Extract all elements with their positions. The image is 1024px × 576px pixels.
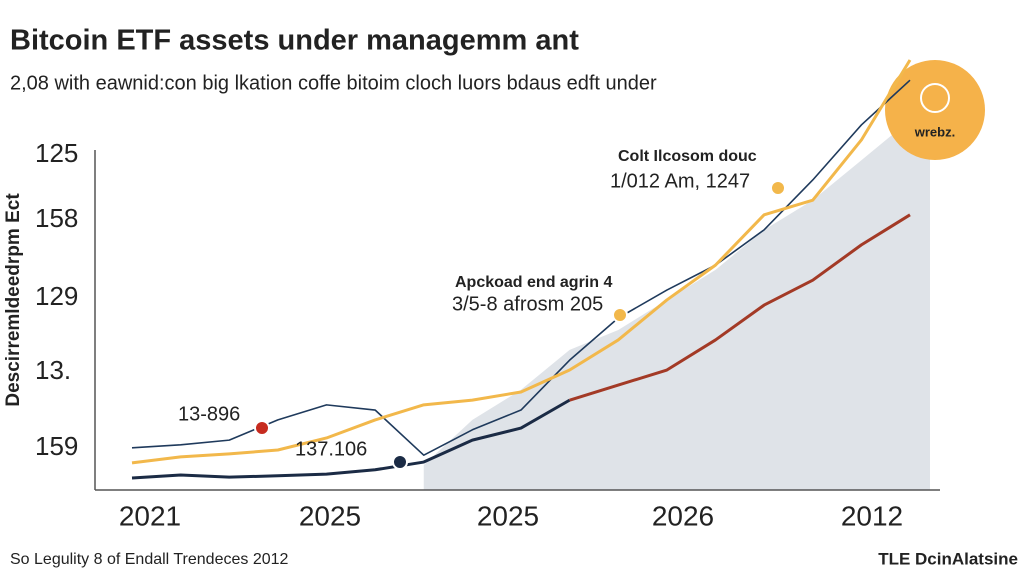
logo: TLE DcinAlatsine: [878, 549, 1018, 568]
source: So Legulity 8 of Endall Trendeces 2012: [10, 551, 289, 568]
annotation-title: 13-896: [178, 403, 240, 425]
y-tick-label: 125: [35, 138, 78, 168]
x-tick-label: 2026: [652, 500, 714, 531]
annotation-text: 3/5-8 afrosm 205: [452, 293, 603, 315]
area: [423, 120, 930, 490]
badge-circle: [885, 60, 985, 160]
annotation-text: 1/012 Am, 1247: [610, 170, 750, 192]
subtitle: 2,08 with eawnid:con big lkation coffe b…: [10, 72, 657, 94]
annotation-title: Apckoad end agrin 4: [455, 274, 612, 291]
series-line: [131, 398, 571, 480]
series-line: [131, 59, 912, 465]
annotation-title: Colt Ilcosom douc: [618, 148, 757, 165]
series-line: [569, 213, 911, 402]
x-tick-label: 2012: [841, 500, 903, 531]
badge-icon: [920, 83, 950, 113]
annotation-dot: [770, 180, 786, 196]
y-tick-label: 158: [35, 203, 78, 233]
x-tick-label: 2021: [119, 500, 181, 531]
annotation-dot: [612, 307, 628, 323]
y-axis-label: Descirremldeedrpm Ect: [3, 193, 24, 407]
annotation-title: 137.106: [295, 438, 367, 460]
badge-text: wrebz.: [914, 124, 955, 139]
chart-title: Bitcoin ETF assets under managemm ant: [10, 25, 579, 57]
y-tick-label: 13.: [35, 355, 71, 385]
y-tick-label: 129: [35, 281, 78, 311]
x-tick-label: 2025: [299, 500, 361, 531]
x-tick-label: 2025: [477, 500, 539, 531]
y-tick-label: 159: [35, 431, 78, 461]
annotation-dot: [392, 454, 408, 470]
annotation-dot: [254, 420, 270, 436]
